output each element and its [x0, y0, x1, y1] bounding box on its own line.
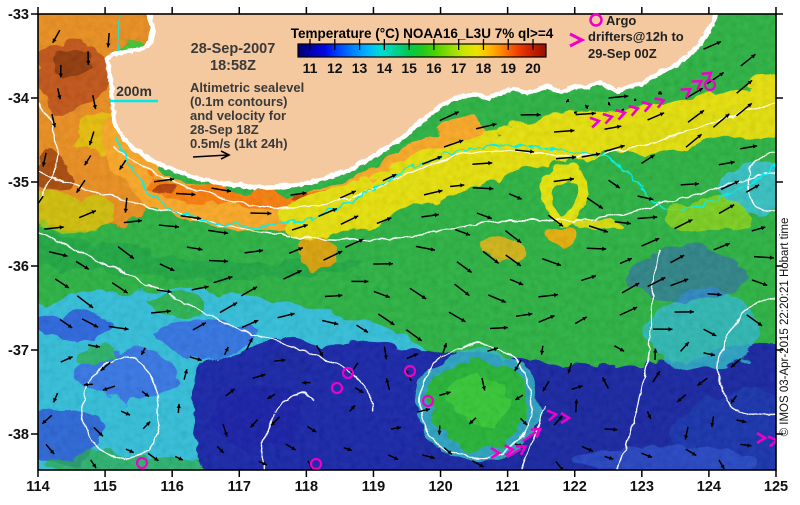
x-axis-tick-label: 120	[428, 479, 452, 495]
altimetry-line-1: Altimetric sealevel	[190, 80, 304, 95]
y-axis-tick-label: -35	[8, 175, 29, 191]
x-axis-tick-label: 114	[26, 479, 49, 495]
y-axis-tick-label: -34	[8, 91, 29, 107]
x-axis-tick-label: 115	[93, 479, 116, 495]
x-axis-tick-label: 125	[764, 479, 788, 495]
altimetry-line-2: (0.1m contours)	[190, 94, 288, 109]
x-axis-tick-label: 116	[160, 479, 183, 495]
colorbar-tick-label: 19	[500, 60, 516, 76]
colorbar-tick-label: 15	[401, 60, 417, 76]
y-axis-tick-label: -36	[8, 259, 29, 275]
altimetry-line-3: and velocity for	[190, 108, 286, 123]
x-axis-tick-label: 118	[295, 479, 318, 495]
y-axis-tick-label: -38	[8, 427, 29, 443]
bathymetry-label: 200m	[116, 83, 152, 99]
colorbar-tick-label: 17	[451, 60, 467, 76]
y-axis-tick-label: -37	[8, 343, 29, 359]
x-axis-tick-label: 122	[563, 479, 587, 495]
x-axis-tick-label: 123	[630, 479, 654, 495]
colorbar-tick-label: 12	[327, 60, 343, 76]
x-axis-longitude-labels: 114 115 116 117 118 119 120 121 122 123 124 125	[26, 479, 788, 495]
copyright-notice: © IMOS 03-Apr-2015 22:20:21 Hobart time	[779, 218, 791, 437]
argo-legend-line-3: 29-Sep 00Z	[588, 46, 657, 61]
x-axis-tick-label: 117	[228, 479, 251, 495]
colorbar-tick-label: 13	[352, 60, 368, 76]
time-label: 18:58Z	[210, 58, 256, 74]
x-axis-tick-label: 124	[697, 479, 721, 495]
colorbar-tick-label: 18	[476, 60, 492, 76]
altimetry-line-4: 28-Sep 18Z	[190, 122, 259, 137]
altimetry-line-5: 0.5m/s (1kt 24h)	[190, 136, 288, 151]
colorbar-tick-label: 16	[426, 60, 442, 76]
colorbar-tick-label: 11	[303, 60, 318, 76]
colorbar-title: Temperature (°C) NOAA16_L3U 7% ql>=4	[291, 26, 554, 41]
date-label: 28-Sep-2007	[191, 41, 276, 57]
colorbar-tick-label: 14	[377, 60, 393, 76]
x-axis-tick-label: 121	[496, 479, 520, 495]
x-axis-tick-label: 119	[362, 479, 385, 495]
argo-legend-line-2: drifters@12h to	[588, 29, 684, 44]
bathymetry-legend: 200m	[110, 83, 158, 101]
y-axis-tick-label: -33	[8, 7, 29, 23]
y-axis-latitude-labels: -33 -34 -35 -36 -37 -38	[8, 7, 29, 443]
argo-legend-line-1: Argo	[606, 13, 636, 28]
colorbar-tick-label: 20	[525, 60, 541, 76]
